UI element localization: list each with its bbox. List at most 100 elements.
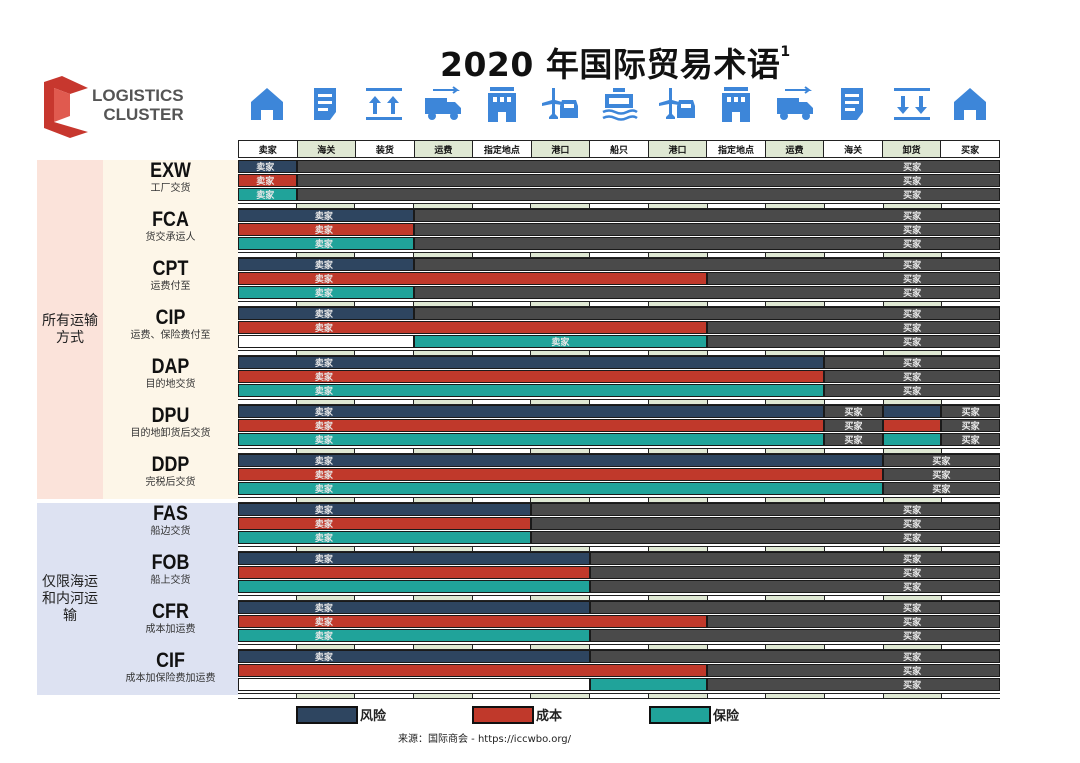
column-header: 港口: [648, 141, 708, 157]
buyer-bar: [882, 482, 1000, 495]
buyer-bar: [413, 258, 1000, 271]
buyer-label: 买家: [932, 485, 951, 495]
buyer-label: 买家: [903, 534, 922, 544]
house-icon: [941, 82, 1000, 126]
buyer-label: 买家: [903, 667, 922, 677]
no-insurance-bar: [238, 335, 414, 348]
cost-bar-unload: [882, 419, 942, 432]
buyer-label: 买家: [903, 212, 922, 222]
table-header: 卖家 海关 装货 运费 指定地点 港口 船只 港口 指定地点 运费 海关 卸货 买家: [238, 140, 1000, 158]
term-name: 船边交货: [150, 526, 191, 537]
risk-bar: 卖家: [238, 552, 590, 565]
buyer-label: 买家: [903, 373, 922, 383]
row-spacer: [238, 693, 1000, 699]
term-name: 完税后交货: [145, 477, 196, 488]
buyer-bar: [824, 370, 1000, 383]
row-spacer: [238, 448, 1000, 454]
source-note: 来源：国际商会 - https://iccwbo.org/: [398, 734, 572, 745]
term-name: 船上交货: [150, 575, 191, 586]
buyer-bar: [296, 160, 1000, 173]
insurance-bar-unload: [882, 433, 942, 446]
insurance-bar: 卖家: [238, 286, 414, 299]
term-name: 目的地卸货后交货: [130, 428, 211, 439]
cost-bar: 卖家: [238, 370, 825, 383]
risk-bar: 卖家: [238, 503, 532, 516]
column-header: 指定地点: [707, 141, 766, 157]
column-header: 卸货: [882, 141, 942, 157]
truck-icon: [414, 82, 473, 126]
plane-car-icon: [531, 82, 590, 126]
buyer-bar: [413, 237, 1000, 250]
term-column-background: [103, 503, 238, 695]
logo-mark-icon: [44, 76, 88, 138]
risk-bar: 卖家: [238, 209, 414, 222]
cost-bar: 卖家: [238, 517, 532, 530]
risk-bar-unload: [882, 405, 942, 418]
buyer-bar: 买家: [941, 433, 1000, 446]
buyer-label: 买家: [903, 681, 922, 691]
buyer-bar: [882, 468, 1000, 481]
buyer-bar: [413, 307, 1000, 320]
term-name: 工厂交货: [150, 183, 191, 194]
buyer-bar: [706, 615, 1000, 628]
buyer-label: 买家: [903, 324, 922, 334]
column-header: 海关: [297, 141, 357, 157]
buyer-label: 买家: [903, 618, 922, 628]
document-icon: [297, 82, 356, 126]
page-title: 2020 年国际贸易术语1: [440, 44, 791, 84]
legend-item: 保险: [649, 705, 739, 724]
column-header: 运费: [414, 141, 474, 157]
insurance-bar: [589, 678, 707, 691]
buyer-bar: [882, 454, 1000, 467]
buyer-bar: [413, 223, 1000, 236]
insurance-bar: [238, 580, 590, 593]
term-code: EXW: [150, 159, 191, 182]
term-label-exw: EXW 工厂交货: [103, 160, 238, 195]
cost-bar: 卖家: [238, 468, 883, 481]
term-name: 运费付至: [150, 281, 191, 292]
term-name: 成本加保险费加运费: [125, 673, 216, 684]
buyer-label: 买家: [903, 387, 922, 397]
risk-bar: 卖家: [238, 650, 590, 663]
term-name: 目的地交货: [145, 379, 196, 390]
legend-swatch: [649, 705, 711, 724]
row-spacer: [238, 301, 1000, 307]
buyer-bar: 买家: [824, 433, 883, 446]
column-header: 船只: [590, 141, 649, 157]
buyer-label: 买家: [903, 583, 922, 593]
buyer-label: 买家: [903, 604, 922, 614]
buyer-bar: [296, 174, 1000, 187]
buyer-label: 买家: [932, 471, 951, 481]
legend-item: 成本: [472, 705, 562, 724]
term-name: 运费、保险费付至: [130, 330, 211, 341]
terminal-icon: [472, 82, 531, 126]
buyer-label: 买家: [903, 226, 922, 236]
buyer-label: 买家: [903, 359, 922, 369]
no-insurance-bar: [238, 678, 590, 691]
buyer-bar: [706, 321, 1000, 334]
insurance-bar: 卖家: [238, 433, 825, 446]
buyer-bar: [706, 272, 1000, 285]
row-spacer: [238, 546, 1000, 552]
cost-bar: 卖家: [238, 174, 297, 187]
insurance-bar: 卖家: [238, 384, 825, 397]
loading-icon: [355, 82, 414, 126]
risk-bar: 卖家: [238, 160, 297, 173]
cost-bar: 卖家: [238, 321, 707, 334]
column-header: 卖家: [239, 141, 298, 157]
term-label-cpt: CPT 运费付至: [103, 258, 238, 293]
buyer-bar: [589, 629, 1000, 642]
legend-label: 风险: [360, 709, 387, 724]
column-header: 海关: [824, 141, 883, 157]
column-header: 运费: [765, 141, 825, 157]
risk-bar: 卖家: [238, 356, 825, 369]
term-code: DAP: [151, 355, 190, 378]
insurance-bar: 卖家: [238, 531, 532, 544]
buyer-bar: [413, 286, 1000, 299]
legend-swatch: [472, 705, 534, 724]
risk-bar: 卖家: [238, 454, 883, 467]
buyer-bar: [589, 580, 1000, 593]
risk-bar: 卖家: [238, 258, 414, 271]
term-name: 货交承运人: [145, 232, 196, 243]
buyer-bar: [589, 601, 1000, 614]
